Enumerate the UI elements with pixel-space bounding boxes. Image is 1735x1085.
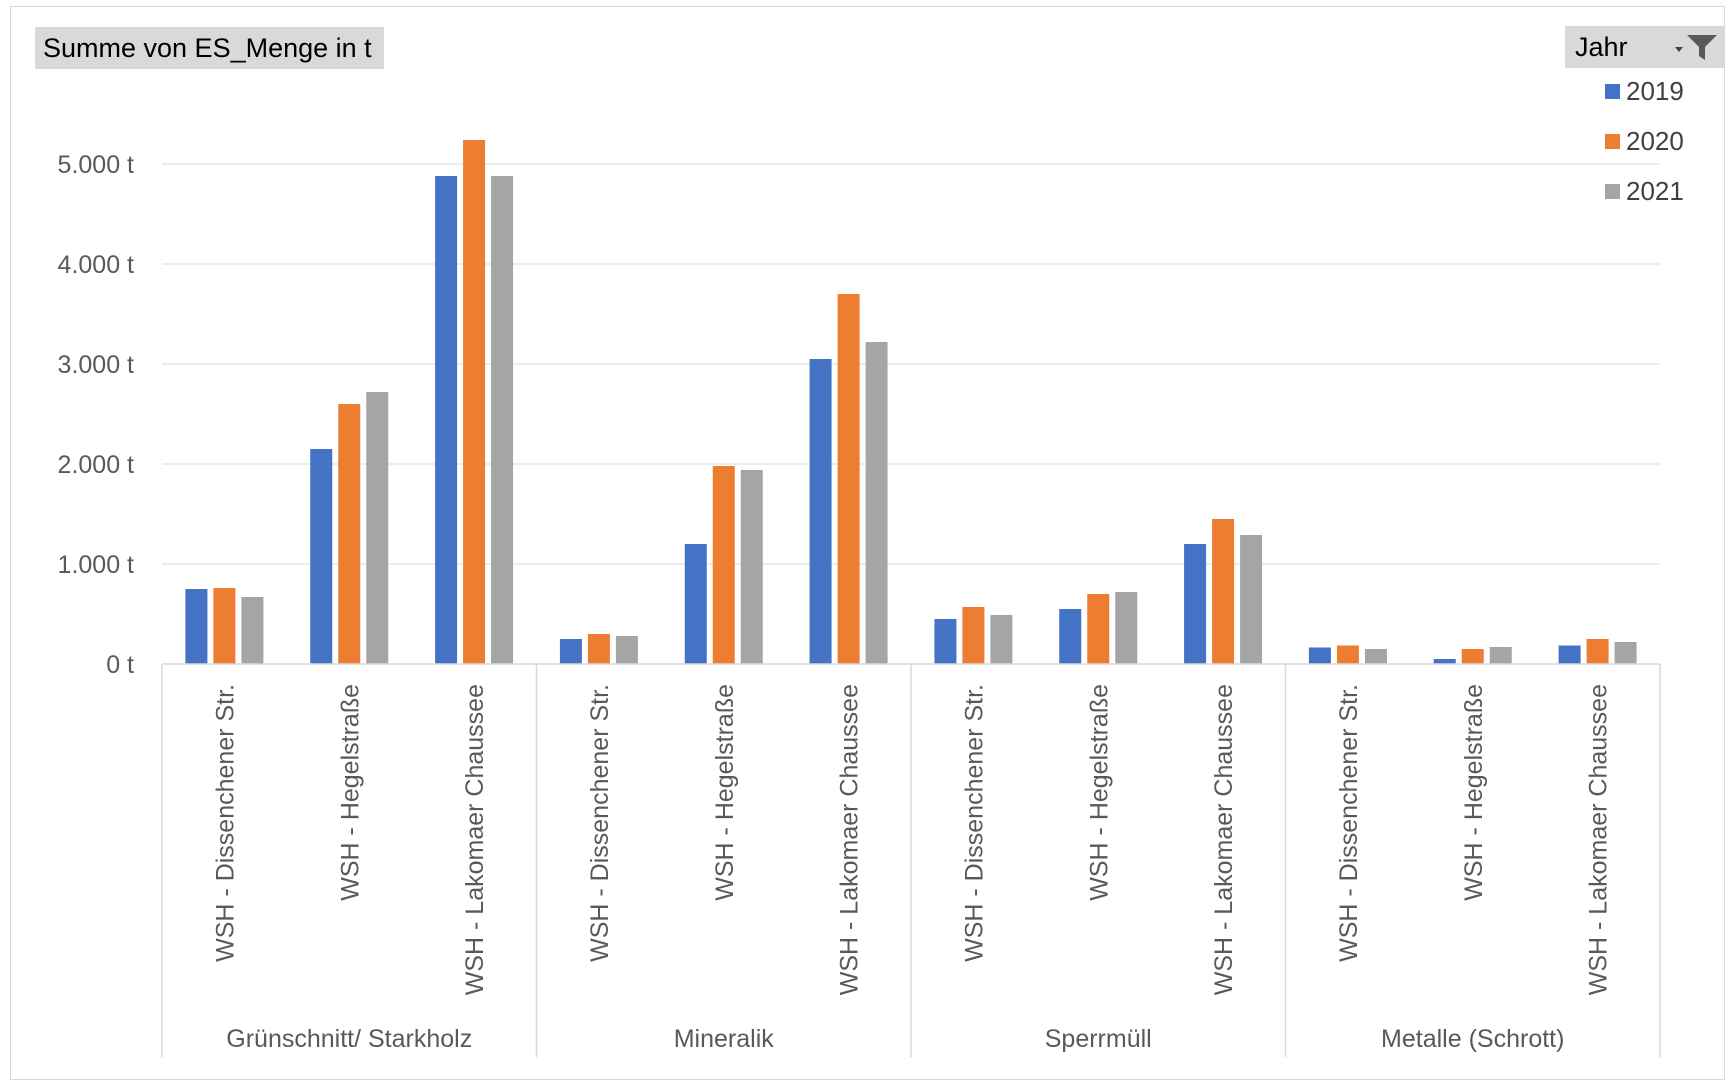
bar-2019 <box>934 619 957 664</box>
x-axis-group-labels: Grünschnitt/ Starkholz Mineralik Sperrmüll… <box>226 1025 1564 1053</box>
y-tick-label: 0 t <box>106 651 134 679</box>
x-group-label: Grünschnitt/ Starkholz <box>226 1025 472 1053</box>
bar-2021 <box>241 597 264 664</box>
year-field-filter-button[interactable]: Jahr <box>1565 26 1725 68</box>
legend-label: 2019 <box>1626 76 1684 106</box>
bar-2020 <box>1461 649 1484 664</box>
bar-2021 <box>491 176 514 664</box>
x-category-label: WSH - Lakomaer Chaussee <box>461 684 489 995</box>
bar-2020 <box>837 294 860 664</box>
x-axis-category-labels: WSH - Dissenchener Str. WSH - Hegelstraße… <box>211 684 1612 995</box>
value-field-label: Summe von ES_Menge in t <box>43 32 372 63</box>
bar-2020 <box>712 466 735 664</box>
bar-2019 <box>310 449 333 664</box>
bar-2020 <box>1586 639 1609 664</box>
bar-2020 <box>1336 645 1359 664</box>
legend-item-2021: 2021 <box>1605 176 1684 207</box>
x-category-label: WSH - Hegelstraße <box>1085 684 1113 901</box>
bar-2021 <box>366 392 389 664</box>
x-category-label: WSH - Hegelstraße <box>336 684 364 901</box>
bars <box>185 140 1637 664</box>
bar-2019 <box>185 589 208 664</box>
bar-2020 <box>1212 519 1235 664</box>
bar-2019 <box>1433 659 1456 664</box>
bar-2021 <box>990 615 1013 664</box>
bar-2019 <box>809 359 832 664</box>
bar-2020 <box>338 404 361 664</box>
bar-2019 <box>1308 647 1331 664</box>
bar-2021 <box>1115 592 1138 664</box>
x-category-label: WSH - Dissenchener Str. <box>586 684 614 962</box>
x-group-label: Mineralik <box>674 1025 775 1053</box>
gridlines <box>162 163 1660 565</box>
bar-2021 <box>1614 642 1637 664</box>
bar-2019 <box>1558 645 1581 664</box>
bar-2021 <box>615 636 638 664</box>
x-category-label: WSH - Lakomaer Chaussee <box>836 684 864 995</box>
y-axis-tick-labels: 0 t 1.000 t 2.000 t 3.000 t 4.000 t 5.000 t <box>58 151 135 679</box>
bar-2020 <box>962 607 985 664</box>
x-category-label: WSH - Dissenchener Str. <box>211 684 239 962</box>
bar-2021 <box>865 342 888 664</box>
bar-2019 <box>1184 544 1207 664</box>
bar-2020 <box>463 140 486 664</box>
x-axis <box>161 663 1661 1057</box>
bar-2019 <box>559 639 582 664</box>
legend-label: 2020 <box>1626 126 1684 156</box>
bar-2020 <box>1087 594 1110 664</box>
y-tick-label: 4.000 t <box>58 251 135 279</box>
x-group-label: Sperrmüll <box>1045 1025 1152 1053</box>
x-group-label: Metalle (Schrott) <box>1381 1025 1564 1053</box>
x-category-label: WSH - Lakomaer Chaussee <box>1585 684 1613 995</box>
bar-2021 <box>1240 535 1263 664</box>
x-category-label: WSH - Dissenchener Str. <box>1335 684 1363 962</box>
legend-label: 2021 <box>1626 176 1684 206</box>
value-field-button[interactable]: Summe von ES_Menge in t <box>35 27 384 69</box>
y-tick-label: 3.000 t <box>58 351 135 379</box>
filter-dropdown-icon[interactable] <box>1673 32 1719 62</box>
bar-2021 <box>1364 649 1387 664</box>
bar-2021 <box>740 470 763 664</box>
x-category-label: WSH - Dissenchener Str. <box>960 684 988 962</box>
x-category-label: WSH - Lakomaer Chaussee <box>1210 684 1238 995</box>
bar-2019 <box>684 544 707 664</box>
bar-2020 <box>587 634 610 664</box>
y-tick-label: 5.000 t <box>58 151 135 179</box>
legend-item-2019: 2019 <box>1605 76 1684 107</box>
x-category-label: WSH - Hegelstraße <box>711 684 739 901</box>
bar-2021 <box>1489 647 1512 664</box>
y-tick-label: 2.000 t <box>58 451 135 479</box>
bar-2019 <box>1059 609 1082 664</box>
legend-swatch <box>1605 84 1620 99</box>
legend-swatch <box>1605 184 1620 199</box>
y-tick-label: 1.000 t <box>58 551 135 579</box>
legend-item-2020: 2020 <box>1605 126 1684 157</box>
year-field-label: Jahr <box>1575 31 1628 62</box>
bar-2020 <box>213 588 236 664</box>
x-category-label: WSH - Hegelstraße <box>1460 684 1488 901</box>
bar-2019 <box>435 176 458 664</box>
legend-swatch <box>1605 134 1620 149</box>
